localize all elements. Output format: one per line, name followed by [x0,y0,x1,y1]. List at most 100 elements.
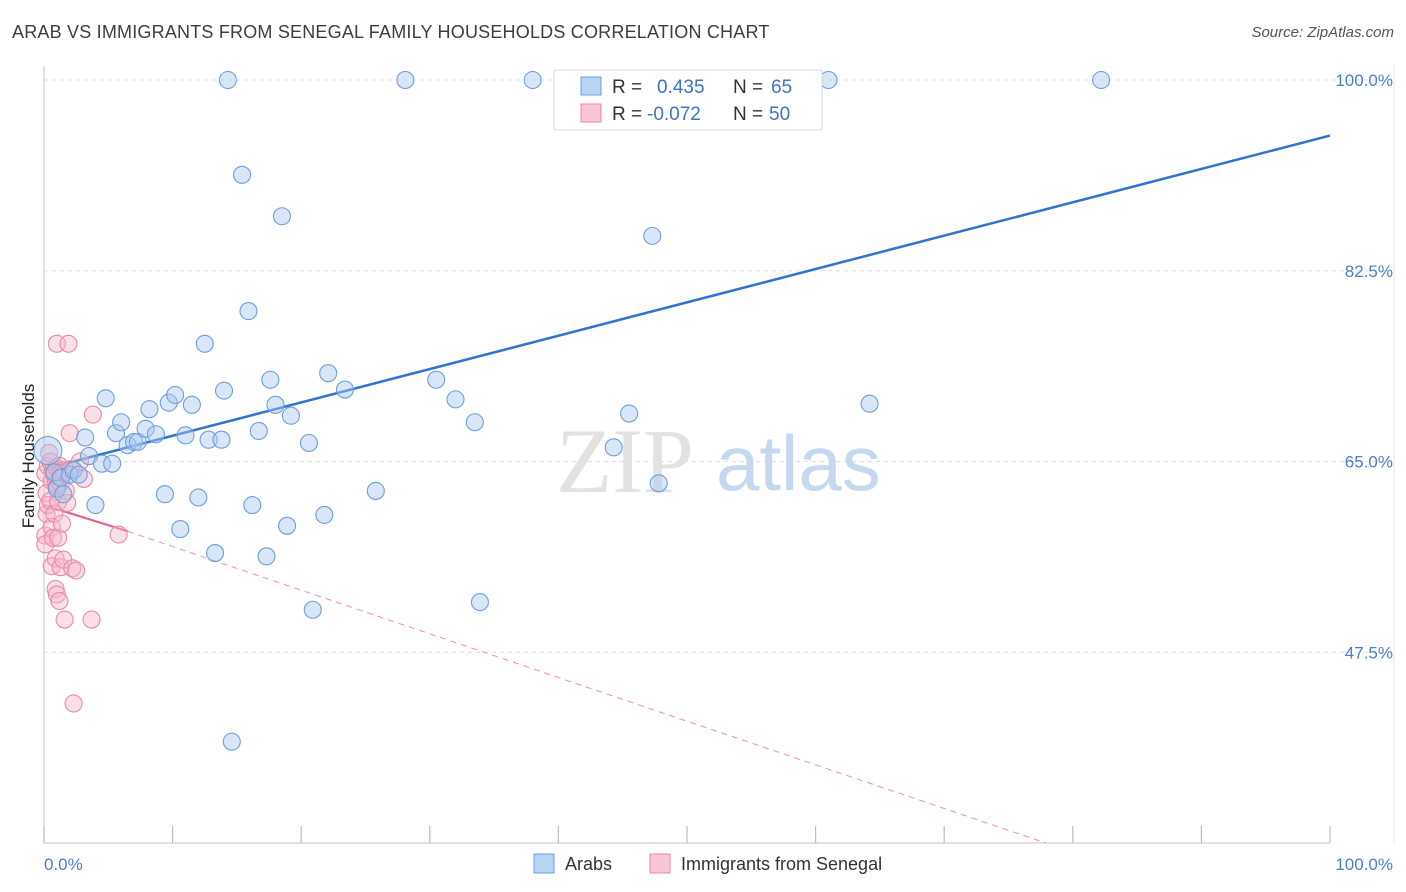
arab-point [155,485,174,504]
bottom-legend-senegal: Immigrants from Senegal [681,854,882,874]
arab-point [523,70,542,90]
y-tick-label: 47.5% [1345,643,1393,662]
legend-r-label-arabs: R = [612,77,642,98]
senegal-points-layer [36,334,128,713]
bottom-legend-swatch-senegal [649,853,671,874]
senegal-trend-line [43,504,128,533]
x-tick-label-min: 0.0% [44,855,83,874]
legend-n-label-senegal: N = [733,104,763,125]
arab-point [257,547,276,566]
y-axis-label: Family Households [19,384,38,529]
arab-point [166,385,185,405]
arab-point [182,395,201,414]
arab-point [96,389,115,408]
arab-point [103,454,122,473]
senegal-trend-extension [127,530,1046,844]
arab-point [195,334,214,353]
y-tick-label: 65.0% [1345,453,1393,472]
arabs-trend-line [43,134,1331,471]
bottom-legend-arabs: Arabs [565,854,612,874]
legend-n-value-senegal: 50 [769,104,790,125]
arab-point [643,226,662,245]
arab-point [427,370,446,389]
senegal-point [67,561,86,580]
senegal-point [55,610,74,629]
arab-point [266,395,285,414]
legend-n-label-arabs: N = [733,77,763,98]
y-tick-label: 82.5% [1345,262,1393,281]
arab-point [272,207,291,226]
senegal-point [60,424,79,443]
arab-point [112,413,131,432]
arab-point [86,496,105,515]
arab-point [214,381,234,400]
watermark: ZIP atlas [556,410,881,512]
arab-point [146,425,165,444]
arab-point [176,426,195,445]
legend-r-value-arabs: 0.435 [657,77,705,98]
trend-layer [43,134,1331,844]
arab-point [140,400,159,419]
arab-point [92,454,111,473]
arab-point [315,505,334,524]
x-tick-label-max: 100.0% [1335,855,1393,874]
arab-point [249,421,268,441]
arab-point [189,488,208,507]
tick-labels-layer: 47.5% 65.0% 82.5% 100.0% 0.0% 100.0% [44,71,1393,874]
arab-point [222,732,241,751]
arab-point [281,406,300,425]
arab-point [819,70,838,90]
arab-point [69,465,88,484]
senegal-point [50,591,69,611]
senegal-point [49,528,68,547]
arabs-points-layer [33,70,1111,751]
senegal-point [45,504,64,523]
arab-point [465,413,484,432]
arab-point [218,70,237,90]
legend-n-value-arabs: 65 [771,77,792,98]
series-legend: Arabs Immigrants from Senegal [533,853,882,874]
senegal-point [58,493,77,512]
watermark-atlas: atlas [716,419,881,507]
arab-point [159,393,178,412]
arab-point [205,544,225,563]
arab-point [860,394,879,413]
arab-point [243,496,262,515]
arab-point [199,430,218,449]
arab-point [76,428,95,447]
arab-point [620,404,639,423]
arab-point [396,70,415,90]
legend-swatch-arabs [580,76,602,96]
senegal-point [46,549,65,568]
correlation-legend: R = 0.435 N = 65 R = -0.072 N = 50 [553,69,823,131]
senegal-point [83,405,102,424]
arab-point [54,485,73,504]
arab-point [303,600,322,619]
arab-point [319,364,338,383]
senegal-point [64,694,83,713]
legend-r-value-senegal: -0.072 [647,104,701,125]
chart-title: ARAB VS IMMIGRANTS FROM SENEGAL FAMILY H… [12,22,770,42]
senegal-point [43,528,63,547]
arab-point [33,436,63,466]
senegal-point [82,610,101,629]
arab-point [366,481,385,500]
arab-point [124,432,144,451]
axes-layer [43,66,1331,844]
arab-point [106,424,126,443]
arab-point [335,380,354,399]
arab-point [136,419,155,438]
legend-r-label-senegal: R = [612,104,642,125]
arab-point [1092,70,1111,90]
arab-point [649,474,668,493]
arab-point [604,438,623,457]
arab-point [239,302,258,321]
y-tick-label: 100.0% [1335,71,1393,90]
arab-point [232,165,252,184]
source-label: Source: ZipAtlas.com [1251,24,1394,41]
arab-point [470,593,490,612]
legend-swatch-senegal [580,103,602,123]
senegal-point [59,334,78,353]
bottom-legend-swatch-arabs [533,853,555,874]
